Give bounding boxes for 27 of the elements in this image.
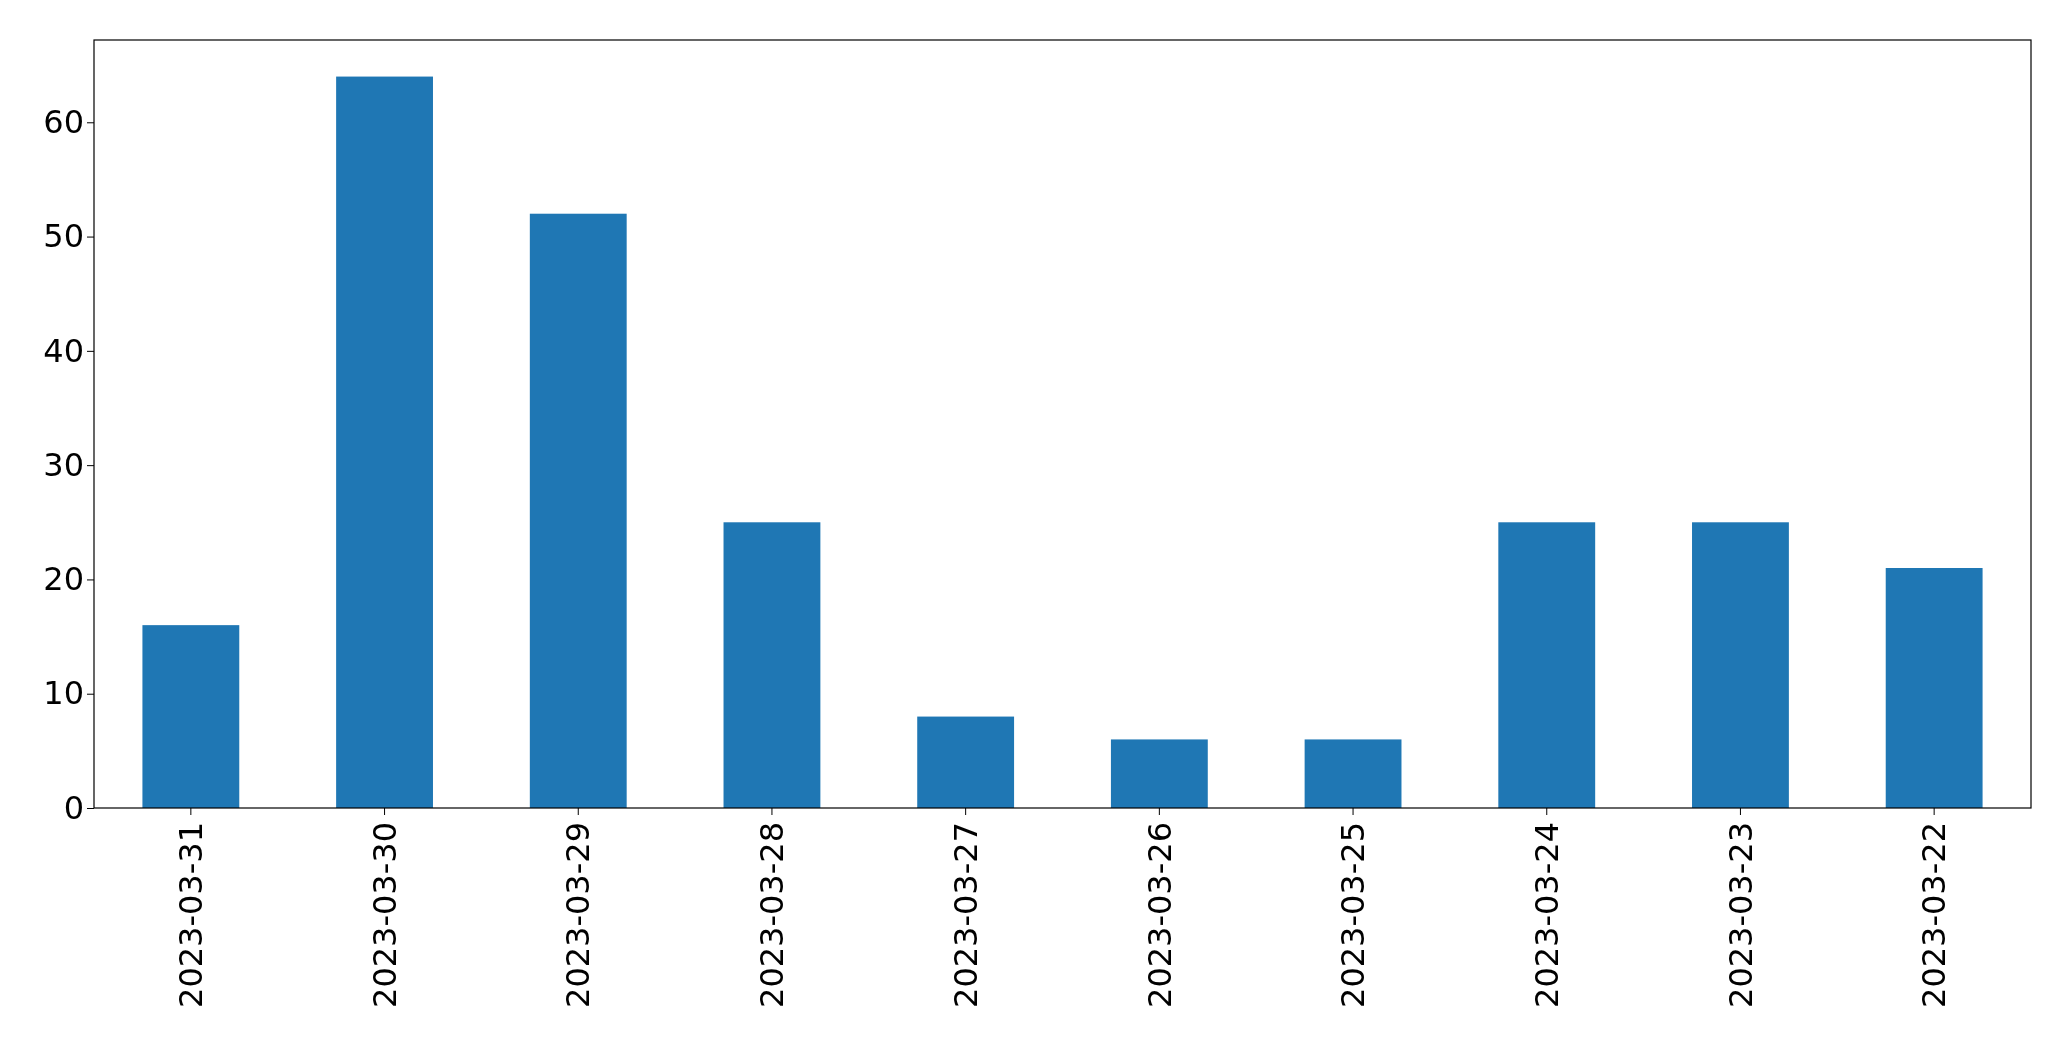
bar [1885,568,1983,808]
x-tick-label: 2023-03-31 [172,822,211,1008]
y-tick-label: 0 [63,788,84,827]
bar [336,76,433,808]
y-tick-label: 10 [43,674,84,713]
bar [1692,522,1789,808]
x-tick-label: 2023-03-24 [1527,822,1566,1008]
x-tick-label: 2023-03-25 [1334,822,1373,1008]
y-tick-label: 20 [43,560,84,599]
y-tick-label: 40 [43,331,84,370]
bar [723,522,821,808]
bar [917,716,1015,808]
x-tick-label: 2023-03-27 [946,822,985,1008]
bar [1498,522,1596,808]
x-tick-label: 2023-03-28 [753,822,792,1008]
y-tick-label: 30 [43,445,84,484]
bar [1110,739,1208,808]
y-tick-label: 60 [43,103,84,142]
y-tick-label: 50 [43,217,84,256]
x-tick-label: 2023-03-22 [1915,822,1954,1008]
bar [142,625,240,808]
bar [529,213,627,808]
x-tick-label: 2023-03-30 [365,822,404,1008]
x-tick-label: 2023-03-23 [1721,822,1760,1008]
x-tick-label: 2023-03-26 [1140,822,1179,1008]
x-tick-label: 2023-03-29 [559,822,598,1008]
bar [1304,739,1402,808]
